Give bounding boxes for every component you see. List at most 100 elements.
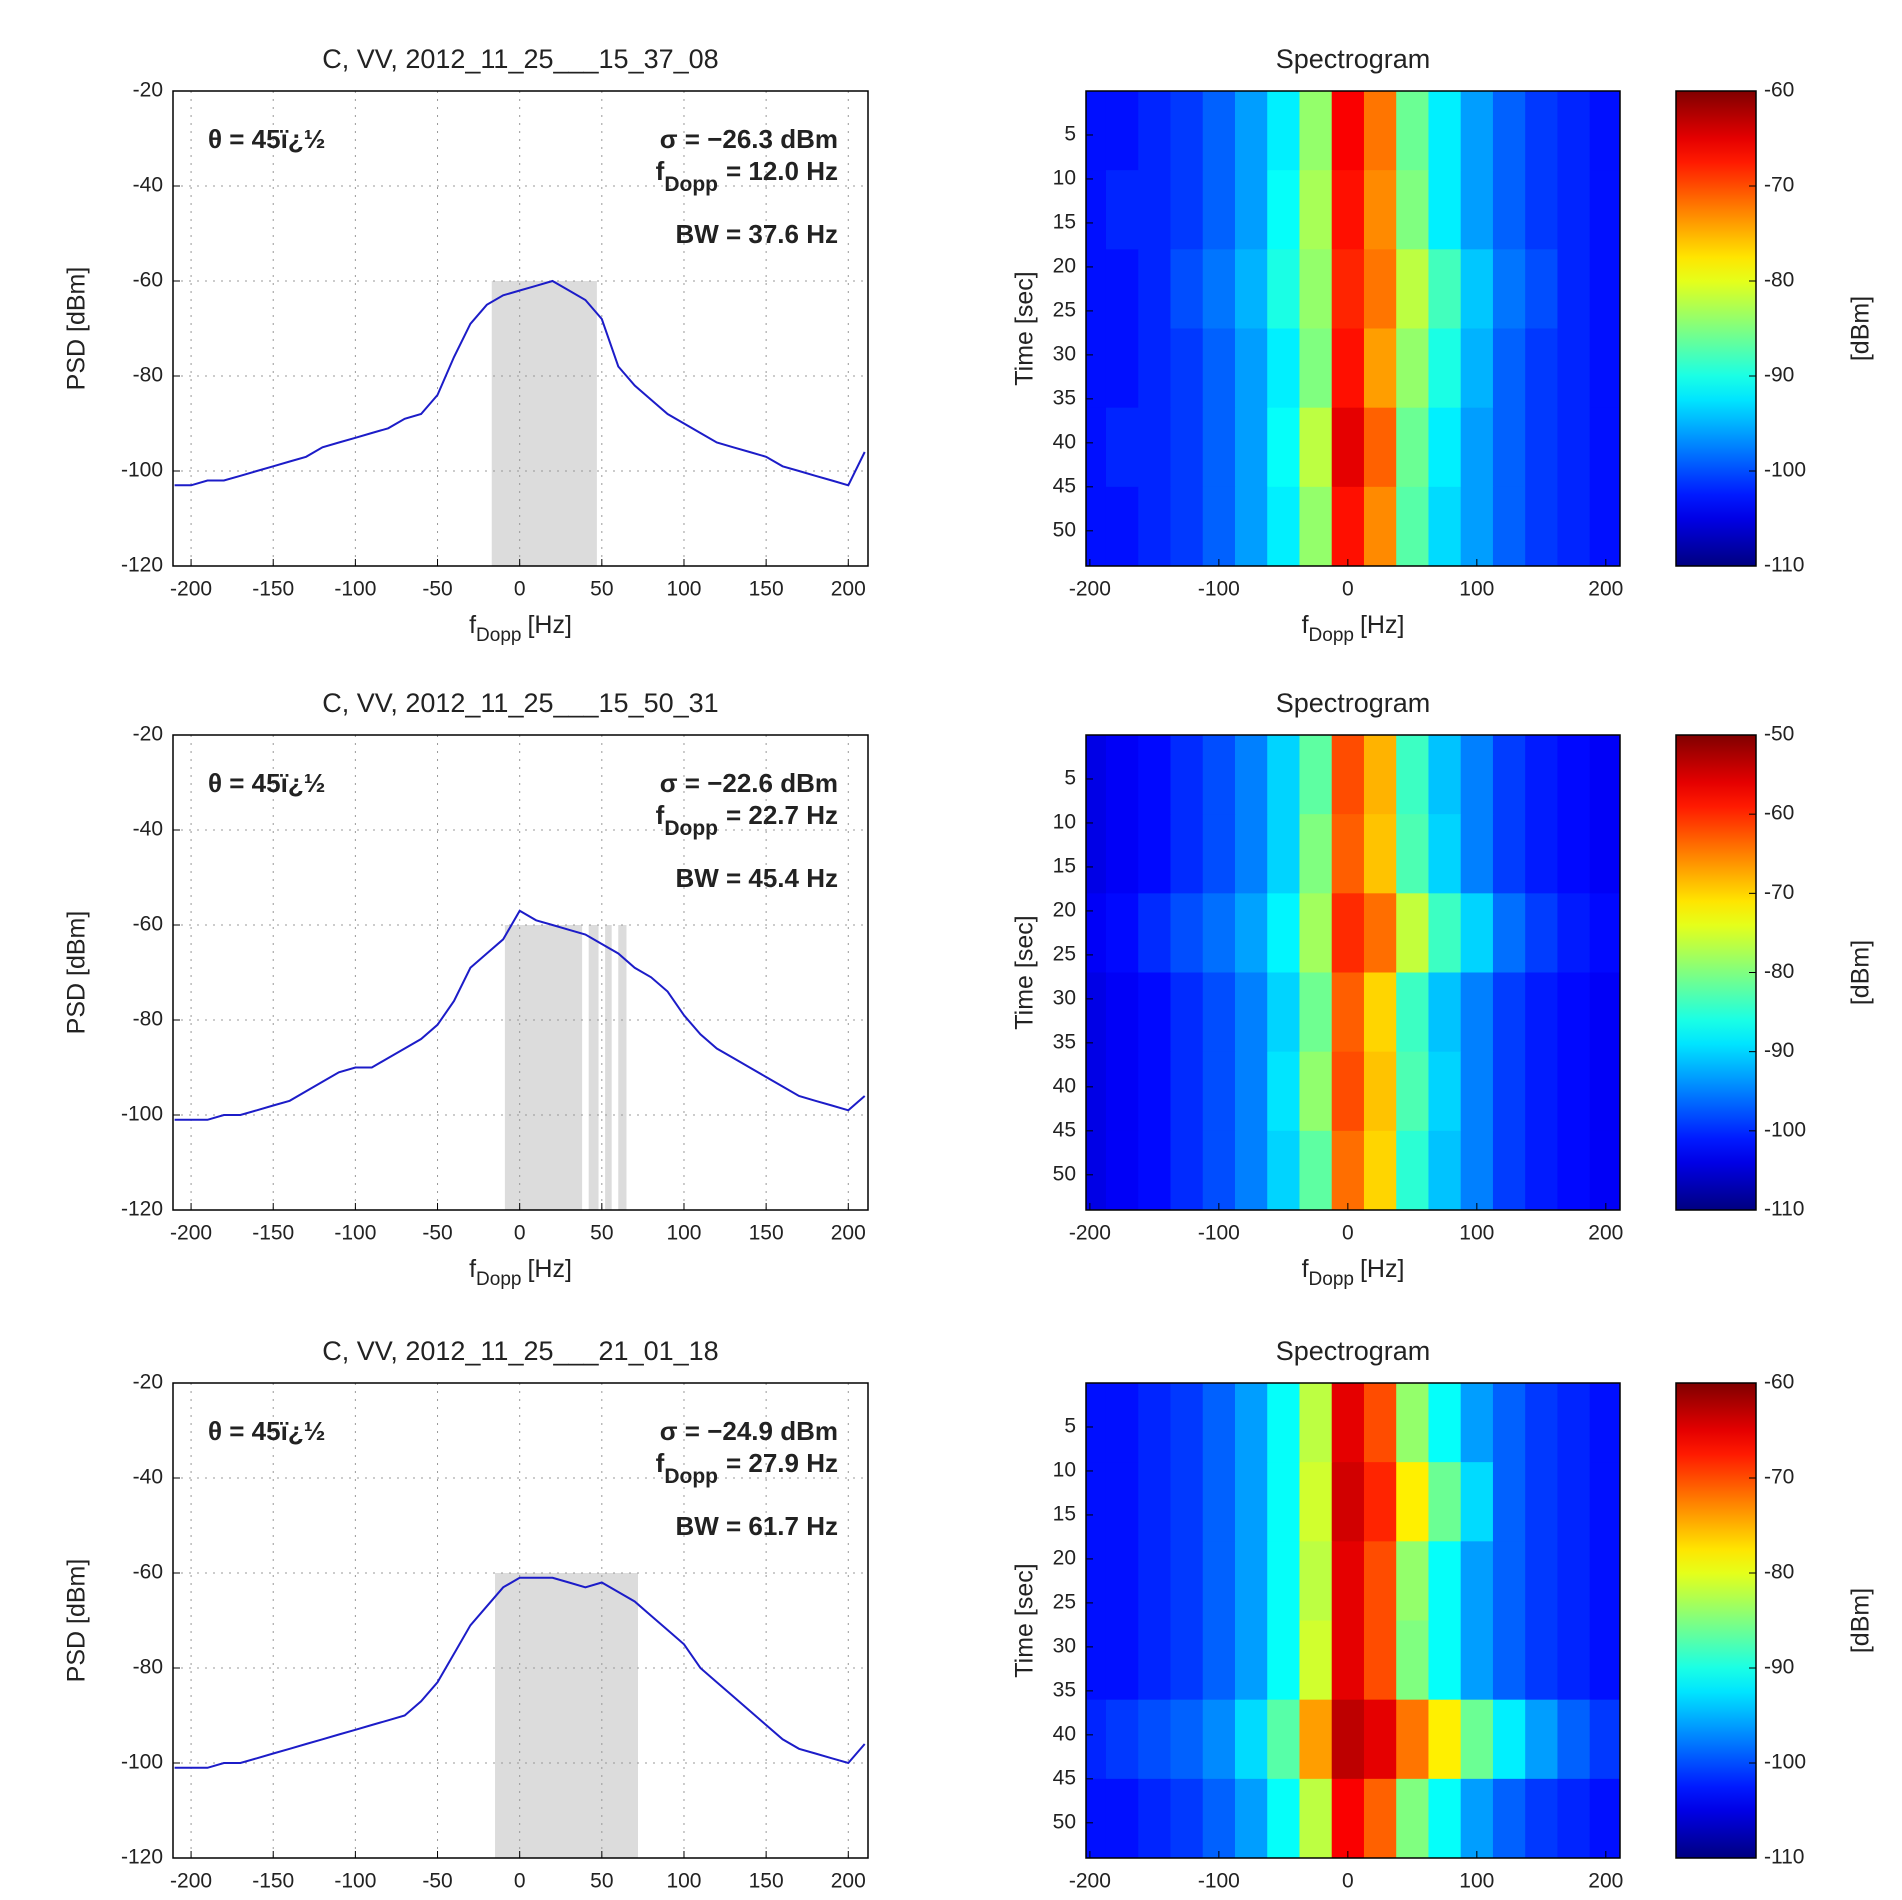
heatmap-cell <box>1086 972 1107 1053</box>
y-tick-label: 15 <box>1053 1502 1076 1525</box>
heatmap-cell <box>1460 1130 1494 1210</box>
heatmap-cell <box>1170 407 1204 488</box>
heatmap-cell <box>1105 249 1139 329</box>
plot-frame <box>1085 734 1621 1211</box>
heatmap-cell <box>1299 1383 1333 1463</box>
x-label-unit: [Hz] <box>1360 1255 1404 1283</box>
heatmap-cell <box>1138 407 1171 488</box>
heatmap-cell <box>1589 893 1620 973</box>
heatmap-cell <box>1202 1541 1236 1621</box>
heatmap-cell <box>1299 1051 1333 1132</box>
heatmap-cell <box>1105 1383 1139 1463</box>
heatmap-cell <box>1589 1778 1620 1858</box>
y-tick-label: 25 <box>1053 942 1076 965</box>
heatmap-cell <box>1202 407 1236 488</box>
heatmap-cell <box>1138 249 1171 329</box>
colorbar <box>1675 1382 1757 1859</box>
heatmap-cell <box>1396 1778 1429 1858</box>
heatmap-cell <box>1363 972 1397 1053</box>
heatmap-cells <box>1086 1383 1620 1858</box>
x-tick-label: -100 <box>1198 578 1240 601</box>
heatmap-cell <box>1525 328 1558 409</box>
heatmap-cell <box>1492 1699 1526 1780</box>
heatmap-cell <box>1557 1620 1591 1701</box>
x-label-unit: [Hz] <box>527 611 571 639</box>
bandwidth-shade <box>495 1573 638 1858</box>
heatmap-cell <box>1492 972 1526 1053</box>
x-tick-label: -150 <box>252 1222 294 1245</box>
heatmap-cell <box>1331 1699 1365 1780</box>
heatmap-cell <box>1396 1699 1429 1780</box>
heatmap-cell <box>1138 1462 1171 1542</box>
heatmap-cell <box>1086 735 1107 815</box>
heatmap-cell <box>1428 1462 1462 1542</box>
heatmap-cells <box>1086 91 1620 566</box>
heatmap-cell <box>1589 1051 1620 1132</box>
y-tick-label: -100 <box>121 459 163 482</box>
heatmap-cell <box>1234 1699 1268 1780</box>
y-tick-label: -20 <box>133 1371 163 1394</box>
heatmap-cell <box>1525 486 1558 566</box>
heatmap-cell <box>1331 407 1365 488</box>
x-label-sub: Dopp <box>1309 625 1354 646</box>
x-tick-label: 150 <box>749 1870 784 1893</box>
heatmap-cell <box>1557 1051 1591 1132</box>
heatmap-cell <box>1557 1699 1591 1780</box>
heatmap-cell <box>1363 1051 1397 1132</box>
heatmap-cell <box>1234 735 1268 815</box>
heatmap-cell <box>1202 1051 1236 1132</box>
heatmap-cell <box>1202 249 1236 329</box>
heatmap-cell <box>1363 1699 1397 1780</box>
heatmap-cell <box>1396 486 1429 566</box>
heatmap-cell <box>1267 735 1300 815</box>
heatmap-cell <box>1267 328 1300 409</box>
heatmap-cell <box>1525 1051 1558 1132</box>
bandwidth-shade <box>588 925 599 1210</box>
heatmap-cell <box>1525 1383 1558 1463</box>
x-label-main: f <box>1302 1255 1309 1283</box>
heatmap-cell <box>1202 1383 1236 1463</box>
heatmap-cell <box>1589 1699 1620 1780</box>
heatmap-cell <box>1299 1541 1333 1621</box>
heatmap-cell <box>1492 1051 1526 1132</box>
y-tick-label: -60 <box>133 1561 163 1584</box>
heatmap-cell <box>1105 814 1139 894</box>
x-tick-label: 0 <box>514 578 526 601</box>
heatmap-cell <box>1363 170 1397 250</box>
heatmap-cell <box>1170 1130 1204 1210</box>
x-tick-label: -100 <box>334 1222 376 1245</box>
bandwidth-shade <box>491 281 597 566</box>
heatmap-cell <box>1492 486 1526 566</box>
heatmap-cell <box>1086 814 1107 894</box>
bw-annotation: BW = 61.7 Hz <box>675 1511 838 1541</box>
heatmap-cell <box>1299 972 1333 1053</box>
heatmap-cell <box>1170 328 1204 409</box>
heatmap-cell <box>1267 170 1300 250</box>
x-tick-label: 0 <box>514 1870 526 1893</box>
chart-title: C, VV, 2012_11_25___21_01_18 <box>322 1336 718 1366</box>
y-tick-label: -40 <box>133 818 163 841</box>
y-tick-label: 40 <box>1053 1722 1076 1745</box>
heatmap-cell <box>1170 1778 1204 1858</box>
y-tick-label: 30 <box>1053 986 1076 1009</box>
heatmap-cell <box>1086 91 1107 171</box>
heatmap-cell <box>1428 170 1462 250</box>
heatmap-cell <box>1428 1051 1462 1132</box>
heatmap-cell <box>1086 1462 1107 1542</box>
heatmap-cell <box>1234 249 1268 329</box>
heatmap-cell <box>1202 1620 1236 1701</box>
y-tick-label: -120 <box>121 1846 163 1869</box>
x-label-main: f <box>469 1255 476 1283</box>
heatmap-cell <box>1460 407 1494 488</box>
x-tick-label: -100 <box>334 1870 376 1893</box>
x-label-main: f <box>1302 611 1309 639</box>
psd-line <box>174 1576 866 1769</box>
x-tick-label: 50 <box>590 1222 613 1245</box>
y-tick-label: 40 <box>1053 1074 1076 1097</box>
heatmap-cell <box>1086 1051 1107 1132</box>
heatmap-cell <box>1299 1130 1333 1210</box>
heatmap-cell <box>1363 814 1397 894</box>
sigma-annotation: σ = −24.9 dBm <box>660 1416 838 1446</box>
heatmap-cell <box>1396 1541 1429 1621</box>
heatmap-cell <box>1525 1462 1558 1542</box>
